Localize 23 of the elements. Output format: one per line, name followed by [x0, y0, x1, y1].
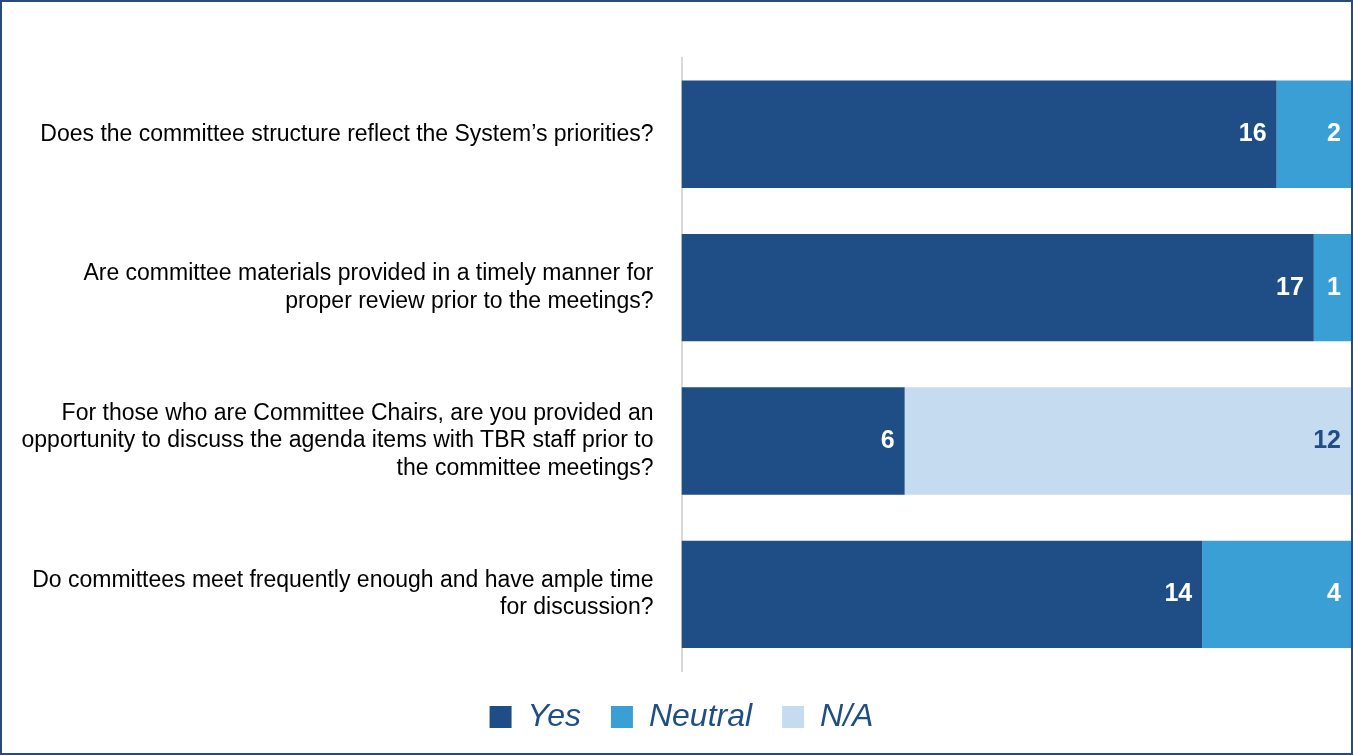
data-label: 12 [1313, 424, 1341, 453]
bar [1313, 233, 1351, 342]
data-label: 14 [1164, 578, 1193, 607]
bar [1276, 80, 1351, 188]
bar [1202, 540, 1351, 648]
y-tick-label: Do committees meet frequently enough and have ample time for discussion? [32, 565, 654, 620]
bar [681, 233, 1314, 342]
y-tick-label: Does the committee structure reflect the System’s priorities? [40, 119, 654, 146]
data-label: 17 [1275, 271, 1304, 300]
legend-label: N/A [820, 696, 874, 733]
data-label: 1 [1327, 271, 1342, 300]
bar [681, 387, 905, 495]
bar [681, 540, 1203, 648]
bar [904, 387, 1351, 495]
data-label: 2 [1327, 118, 1341, 147]
data-label: 6 [880, 424, 895, 453]
legend-label: Yes [527, 696, 581, 733]
data-label: 4 [1327, 578, 1342, 607]
y-tick-label: Are committee materials provided in a timely manner for proper review prior to the meetings? [83, 259, 654, 313]
legend-label: Neutral [648, 696, 753, 733]
data-label: 16 [1238, 118, 1267, 147]
y-tick-label: For those who are Committee Chairs, are you provided an opportunity to discuss the agenda items with TBR staff prior to the committee meetings? [21, 398, 654, 480]
bar [681, 80, 1277, 188]
